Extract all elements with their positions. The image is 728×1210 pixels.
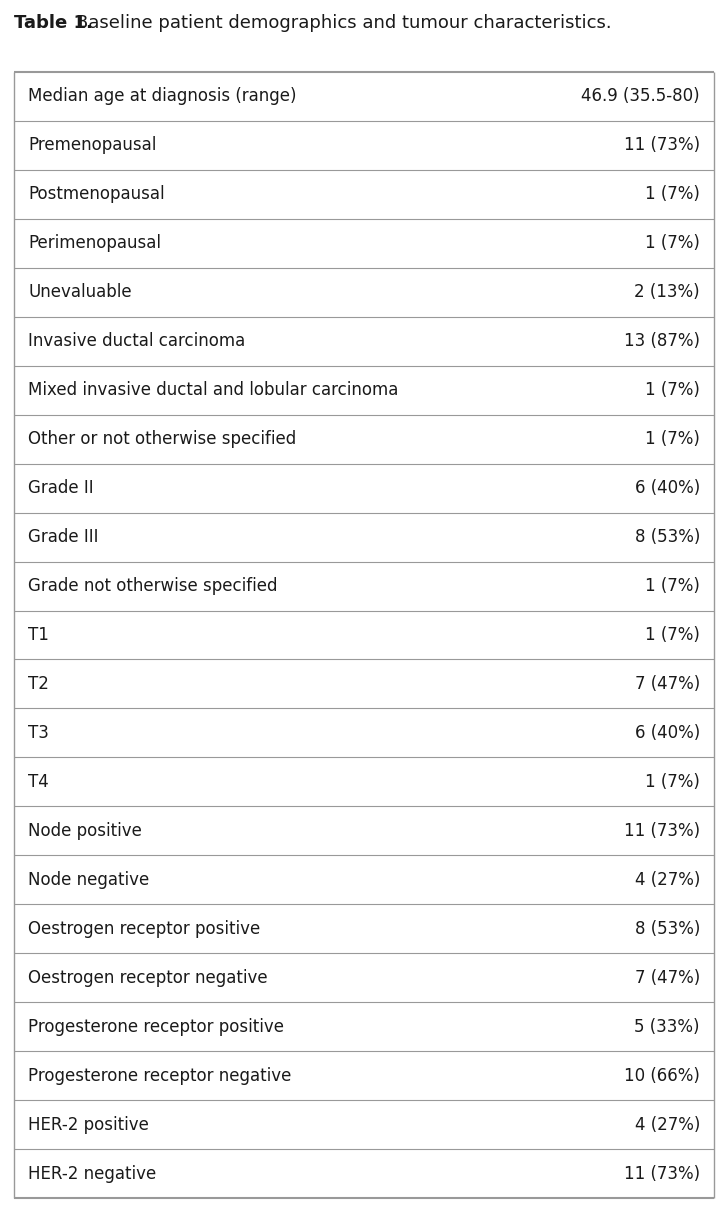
Text: 1 (7%): 1 (7%): [645, 626, 700, 644]
Text: HER-2 negative: HER-2 negative: [28, 1164, 157, 1182]
Text: 11 (73%): 11 (73%): [624, 137, 700, 155]
Text: T2: T2: [28, 675, 49, 693]
Text: Other or not otherwise specified: Other or not otherwise specified: [28, 431, 296, 448]
Text: Grade not otherwise specified: Grade not otherwise specified: [28, 577, 277, 595]
Text: 6 (40%): 6 (40%): [635, 479, 700, 497]
Text: Table 1.: Table 1.: [14, 15, 93, 31]
Text: Node negative: Node negative: [28, 871, 149, 889]
Text: 46.9 (35.5-80): 46.9 (35.5-80): [582, 87, 700, 105]
Text: 8 (53%): 8 (53%): [635, 920, 700, 938]
Text: Perimenopausal: Perimenopausal: [28, 235, 161, 253]
Text: 1 (7%): 1 (7%): [645, 381, 700, 399]
Text: Postmenopausal: Postmenopausal: [28, 185, 165, 203]
Text: Grade III: Grade III: [28, 528, 98, 546]
Text: 2 (13%): 2 (13%): [634, 283, 700, 301]
Text: Node positive: Node positive: [28, 822, 142, 840]
Text: 4 (27%): 4 (27%): [635, 1116, 700, 1134]
Text: 1 (7%): 1 (7%): [645, 773, 700, 791]
Text: 1 (7%): 1 (7%): [645, 577, 700, 595]
Text: 11 (73%): 11 (73%): [624, 822, 700, 840]
Text: 4 (27%): 4 (27%): [635, 871, 700, 889]
Text: Oestrogen receptor positive: Oestrogen receptor positive: [28, 920, 260, 938]
Text: Premenopausal: Premenopausal: [28, 137, 157, 155]
Text: Baseline patient demographics and tumour characteristics.: Baseline patient demographics and tumour…: [76, 15, 612, 31]
Text: 11 (73%): 11 (73%): [624, 1164, 700, 1182]
Text: 1 (7%): 1 (7%): [645, 235, 700, 253]
Text: Median age at diagnosis (range): Median age at diagnosis (range): [28, 87, 296, 105]
Text: T3: T3: [28, 724, 49, 742]
Text: Progesterone receptor negative: Progesterone receptor negative: [28, 1066, 291, 1084]
Text: T4: T4: [28, 773, 49, 791]
Text: HER-2 positive: HER-2 positive: [28, 1116, 149, 1134]
Text: 1 (7%): 1 (7%): [645, 431, 700, 448]
Text: T1: T1: [28, 626, 49, 644]
Text: 8 (53%): 8 (53%): [635, 528, 700, 546]
Text: Progesterone receptor positive: Progesterone receptor positive: [28, 1018, 284, 1036]
Text: Grade II: Grade II: [28, 479, 94, 497]
Text: 10 (66%): 10 (66%): [624, 1066, 700, 1084]
Text: Invasive ductal carcinoma: Invasive ductal carcinoma: [28, 333, 245, 350]
Text: 6 (40%): 6 (40%): [635, 724, 700, 742]
Text: 13 (87%): 13 (87%): [624, 333, 700, 350]
Text: 7 (47%): 7 (47%): [635, 969, 700, 986]
Text: 7 (47%): 7 (47%): [635, 675, 700, 693]
Text: 1 (7%): 1 (7%): [645, 185, 700, 203]
Text: Oestrogen receptor negative: Oestrogen receptor negative: [28, 969, 268, 986]
Text: 5 (33%): 5 (33%): [635, 1018, 700, 1036]
Text: Unevaluable: Unevaluable: [28, 283, 132, 301]
Text: Mixed invasive ductal and lobular carcinoma: Mixed invasive ductal and lobular carcin…: [28, 381, 398, 399]
